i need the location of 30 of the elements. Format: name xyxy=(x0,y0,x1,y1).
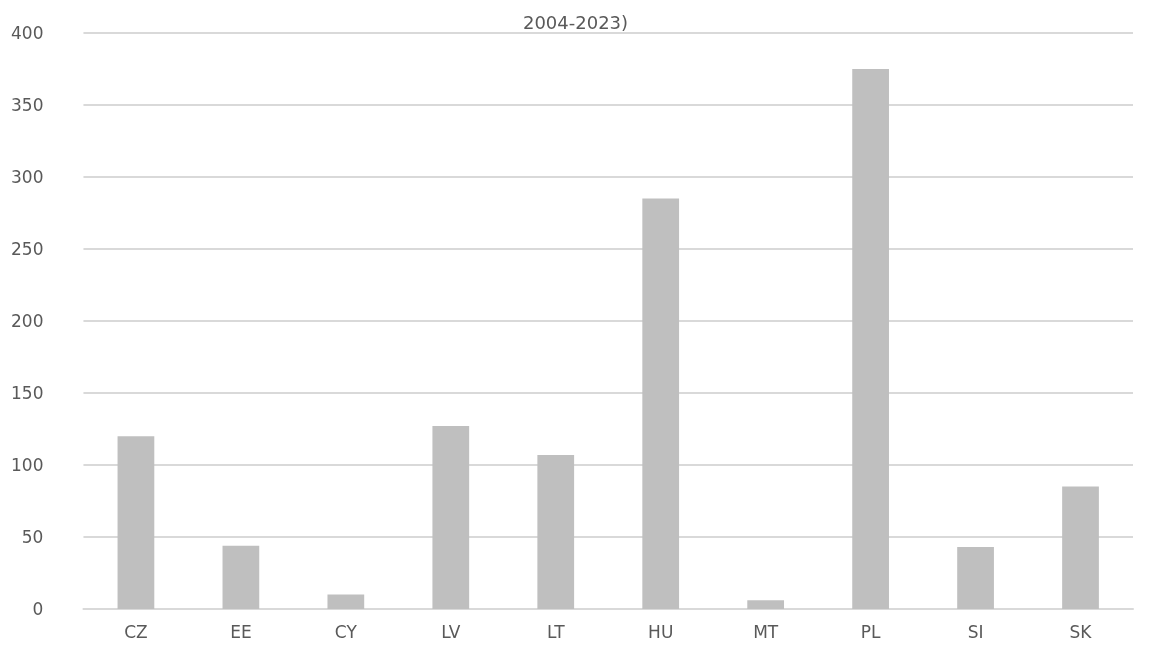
x-tick-label: SK xyxy=(1069,621,1093,642)
bar xyxy=(957,547,994,609)
x-tick-label: EE xyxy=(230,621,252,642)
bar xyxy=(432,426,470,609)
y-tick-label: 350 xyxy=(10,95,44,115)
bar xyxy=(852,69,889,609)
x-tick-label: CY xyxy=(334,621,358,642)
x-tick-label: PL xyxy=(860,621,881,642)
bar xyxy=(642,198,680,609)
y-tick-label: 100 xyxy=(10,455,44,475)
bar xyxy=(117,436,155,609)
x-tick-label: SI xyxy=(967,621,984,642)
chart-title: 2004-2023) xyxy=(522,11,629,33)
bar xyxy=(222,545,260,609)
bar xyxy=(537,454,575,609)
y-tick-label: 300 xyxy=(10,167,44,187)
x-tick-label: HU xyxy=(648,621,674,642)
y-tick-label: 150 xyxy=(10,383,44,403)
y-tick-label: 200 xyxy=(10,311,44,331)
bar xyxy=(747,600,785,609)
x-tick-label: LT xyxy=(546,621,566,642)
y-tick-label: 400 xyxy=(10,23,44,43)
y-tick-label: 0 xyxy=(32,599,44,619)
y-tick-label: 50 xyxy=(21,527,44,547)
x-tick-label: MT xyxy=(753,621,779,642)
y-tick-label: 250 xyxy=(10,239,44,259)
x-tick-label: LV xyxy=(441,621,461,642)
bar xyxy=(1062,486,1099,609)
bar xyxy=(327,594,365,609)
x-tick-label: CZ xyxy=(124,621,148,642)
